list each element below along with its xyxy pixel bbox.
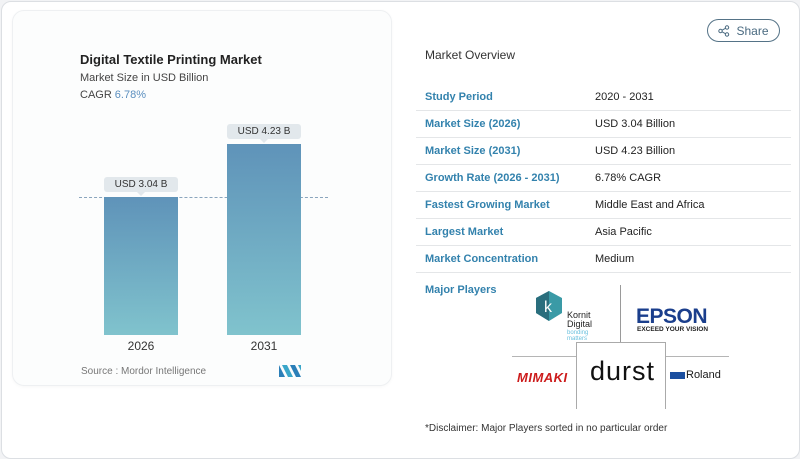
major-players-label: Major Players xyxy=(425,284,497,296)
logo-divider xyxy=(620,285,621,342)
kornit-digital-tagline: bonding matters xyxy=(567,330,589,342)
chart-card xyxy=(12,10,392,386)
durst-logo-box xyxy=(576,342,666,409)
mimaki-logo: MIMAKI xyxy=(517,370,568,385)
row-key: Fastest Growing Market xyxy=(425,199,550,211)
cagr-label: CAGR xyxy=(80,89,112,101)
x-label-2026: 2026 xyxy=(127,339,155,353)
share-icon xyxy=(718,24,730,37)
disclaimer: *Disclaimer: Major Players sorted in no … xyxy=(425,423,668,434)
roland-mark-icon xyxy=(670,371,685,379)
overview-table: Study Period 2020 - 2031 Market Size (202… xyxy=(416,84,791,273)
svg-text:k: k xyxy=(544,299,553,316)
share-button[interactable]: Share xyxy=(707,19,780,42)
roland-logo: Roland xyxy=(670,369,721,381)
chart-title: Digital Textile Printing Market xyxy=(80,52,262,67)
logo-divider xyxy=(512,356,576,357)
mordor-intelligence-logo-icon xyxy=(279,365,301,377)
chart-subtitle: Market Size in USD Billion xyxy=(80,72,209,84)
row-value: Medium xyxy=(595,253,635,265)
durst-logo: durst xyxy=(590,356,656,386)
overview-row-market-size-2031: Market Size (2031) USD 4.23 Billion xyxy=(416,138,791,165)
overview-row-market-size-2026: Market Size (2026) USD 3.04 Billion xyxy=(416,111,791,138)
overview-row-concentration: Market Concentration Medium xyxy=(416,246,791,273)
bar-label-2031: USD 4.23 B xyxy=(227,124,301,143)
kornit-digital-logo-text: Kornit Digital xyxy=(567,310,593,329)
overview-row-largest-market: Largest Market Asia Pacific xyxy=(416,219,791,246)
epson-logo: EPSON xyxy=(636,305,708,328)
row-key: Growth Rate (2026 - 2031) xyxy=(425,172,560,184)
bar-2026 xyxy=(104,197,178,335)
row-key: Market Size (2026) xyxy=(425,118,521,130)
row-key: Market Size (2031) xyxy=(425,145,521,157)
chart-source: Source : Mordor Intelligence xyxy=(81,366,207,377)
kornit-digital-logo-icon: k xyxy=(536,291,562,321)
row-key: Market Concentration xyxy=(425,253,539,265)
row-value: Asia Pacific xyxy=(595,226,652,238)
row-value: Middle East and Africa xyxy=(595,199,705,211)
bar-label-2026: USD 3.04 B xyxy=(104,177,178,196)
row-key: Study Period xyxy=(425,91,493,103)
overview-row-growth-rate: Growth Rate (2026 - 2031) 6.78% CAGR xyxy=(416,165,791,192)
row-value: USD 4.23 Billion xyxy=(595,145,676,157)
reference-dashed-line xyxy=(79,197,328,198)
row-value: 6.78% CAGR xyxy=(595,172,662,184)
overview-row-fastest-growing: Fastest Growing Market Middle East and Af… xyxy=(416,192,791,219)
share-label: Share xyxy=(736,23,769,38)
cagr: CAGR 6.78% xyxy=(80,89,146,101)
overview-row-study-period: Study Period 2020 - 2031 xyxy=(416,84,791,111)
x-label-2031: 2031 xyxy=(250,339,278,353)
epson-tagline: EXCEED YOUR VISION xyxy=(637,326,709,333)
row-key: Largest Market xyxy=(425,226,504,238)
cagr-value: 6.78% xyxy=(114,89,146,101)
logo-divider xyxy=(664,356,729,357)
market-overview-title: Market Overview xyxy=(425,48,516,62)
bar-2031 xyxy=(227,144,301,335)
row-value: USD 3.04 Billion xyxy=(595,118,676,130)
row-value: 2020 - 2031 xyxy=(595,91,654,103)
